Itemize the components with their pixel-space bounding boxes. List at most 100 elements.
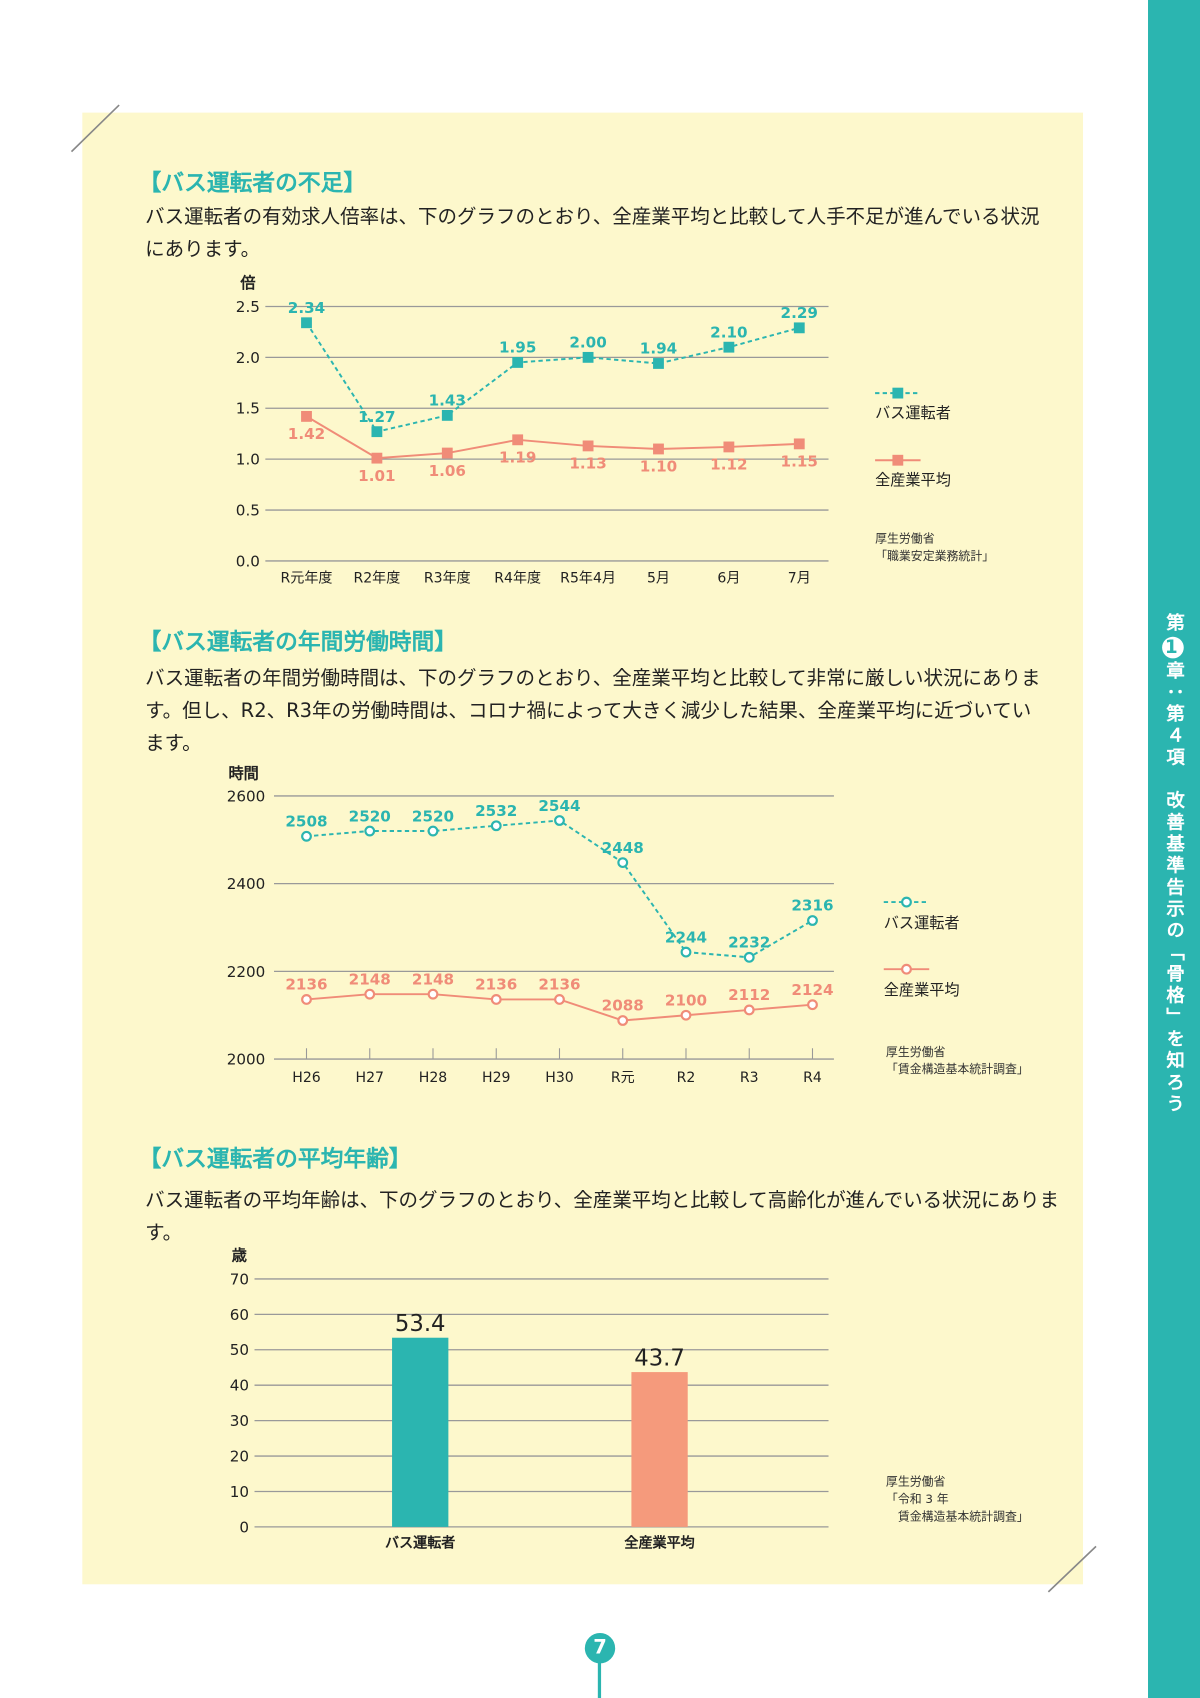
data-label: 2448 <box>602 839 644 857</box>
data-point <box>743 951 755 963</box>
side-text: 第 <box>1162 612 1184 635</box>
data-point <box>582 351 594 363</box>
data-point <box>364 825 376 837</box>
data-point <box>490 994 502 1005</box>
y-tick-label: 1.0 <box>236 451 260 469</box>
data-label: 2.29 <box>781 304 818 322</box>
data-point <box>743 1004 755 1016</box>
data-label: 2508 <box>285 813 327 831</box>
data-point <box>490 820 502 832</box>
y-tick-label: 50 <box>230 1341 249 1359</box>
y-tick-label: 60 <box>230 1306 249 1324</box>
y-tick-label: 30 <box>230 1412 249 1430</box>
y-tick-label: 70 <box>230 1270 249 1288</box>
data-point <box>441 447 453 459</box>
data-point <box>680 1009 692 1021</box>
data-point <box>554 994 565 1005</box>
data-label: 53.4 <box>395 1311 446 1337</box>
x-tick-label: R2 <box>677 1070 696 1086</box>
bar <box>392 1337 449 1527</box>
section-heading: 【バス運転者の不足】 <box>138 170 367 197</box>
side-text: 章：第４項 改善基準告示の「骨格」を知ろう <box>1162 660 1184 1116</box>
section-paragraph: バス運転者の有効求人倍率は、下のグラフのとおり、全産業平均と比較して人手不足が進… <box>145 205 1040 261</box>
x-tick-label: R3 <box>740 1070 759 1086</box>
x-tick-label: 7月 <box>788 571 811 587</box>
data-label: 2148 <box>349 970 391 988</box>
data-label: 2088 <box>602 997 644 1015</box>
data-point <box>441 409 453 421</box>
data-label: 2136 <box>475 976 517 994</box>
data-point <box>793 438 805 450</box>
series-line <box>306 415 800 460</box>
y-tick-label: 2.0 <box>236 349 260 367</box>
x-tick-label: バス運転者 <box>385 1534 455 1551</box>
x-tick-label: H28 <box>419 1070 447 1086</box>
y-tick-label: 1.5 <box>236 400 260 418</box>
legend-label: 全産業平均 <box>884 981 960 999</box>
data-label: 2136 <box>285 976 327 994</box>
data-point <box>371 452 383 464</box>
data-label: 1.95 <box>499 339 536 357</box>
data-point <box>301 410 312 422</box>
data-label: 2520 <box>412 807 454 825</box>
x-tick-label: H29 <box>482 1070 510 1086</box>
data-point <box>653 443 664 455</box>
y-axis-title: 倍 <box>239 274 255 292</box>
data-point <box>301 317 312 329</box>
data-label: 2244 <box>665 928 707 946</box>
source-note: 厚生労働省 <box>886 1475 946 1489</box>
data-label: 1.27 <box>358 408 395 426</box>
data-label: 2148 <box>412 970 454 988</box>
corner-decoration <box>1047 1545 1097 1593</box>
data-label: 1.43 <box>429 392 466 410</box>
x-tick-label: R5年4月 <box>560 571 616 587</box>
data-point <box>807 999 818 1011</box>
x-tick-label: R4年度 <box>494 571 541 587</box>
x-tick-label: R元年度 <box>281 571 333 587</box>
data-label: 2136 <box>538 976 580 994</box>
legend-label: バス運転者 <box>884 914 960 932</box>
data-label: 2.00 <box>569 334 606 352</box>
data-label: 2.34 <box>288 299 325 317</box>
data-label: 1.13 <box>569 455 606 473</box>
source-note: 「職業安定業務統計」 <box>875 549 994 563</box>
data-label: 1.15 <box>781 453 818 471</box>
data-label: 2532 <box>475 802 517 820</box>
data-point <box>427 988 439 1000</box>
y-axis-title: 時間 <box>229 765 259 783</box>
corner-decoration <box>70 104 120 153</box>
x-tick-label: R3年度 <box>424 571 471 587</box>
y-tick-label: 0 <box>239 1518 249 1536</box>
source-note: 厚生労働省 <box>875 532 935 546</box>
data-point <box>617 857 629 869</box>
data-label: 1.42 <box>288 425 325 443</box>
data-point <box>807 915 818 926</box>
data-point <box>364 988 376 1000</box>
data-point <box>582 440 594 452</box>
data-label: 2520 <box>349 807 391 825</box>
data-label: 1.12 <box>710 456 747 474</box>
x-tick-label: 6月 <box>717 571 740 587</box>
section-heading: 【バス運転者の平均年齢】 <box>138 1145 412 1172</box>
legend-marker <box>892 454 904 466</box>
page-number-line <box>597 1656 602 1698</box>
y-tick-label: 2400 <box>227 875 266 893</box>
legend-label: 全産業平均 <box>875 471 951 489</box>
side-tab-text: 第1章：第４項 改善基準告示の「骨格」を知ろう <box>1160 613 1187 1115</box>
data-point <box>680 946 692 958</box>
data-label: 1.06 <box>429 462 466 480</box>
data-point <box>301 830 312 842</box>
x-tick-label: 5月 <box>647 571 670 587</box>
y-tick-label: 2000 <box>227 1051 266 1069</box>
x-tick-label: H30 <box>545 1070 574 1086</box>
data-label: 2544 <box>538 797 580 815</box>
side-tab <box>1148 0 1200 1698</box>
source-note: 「令和 3 年 <box>886 1492 949 1506</box>
source-note: 賃金構造基本統計調査」 <box>886 1509 1029 1523</box>
data-label: 43.7 <box>634 1346 685 1372</box>
data-point <box>617 1015 629 1026</box>
chapter-number: 1 <box>1162 636 1184 659</box>
